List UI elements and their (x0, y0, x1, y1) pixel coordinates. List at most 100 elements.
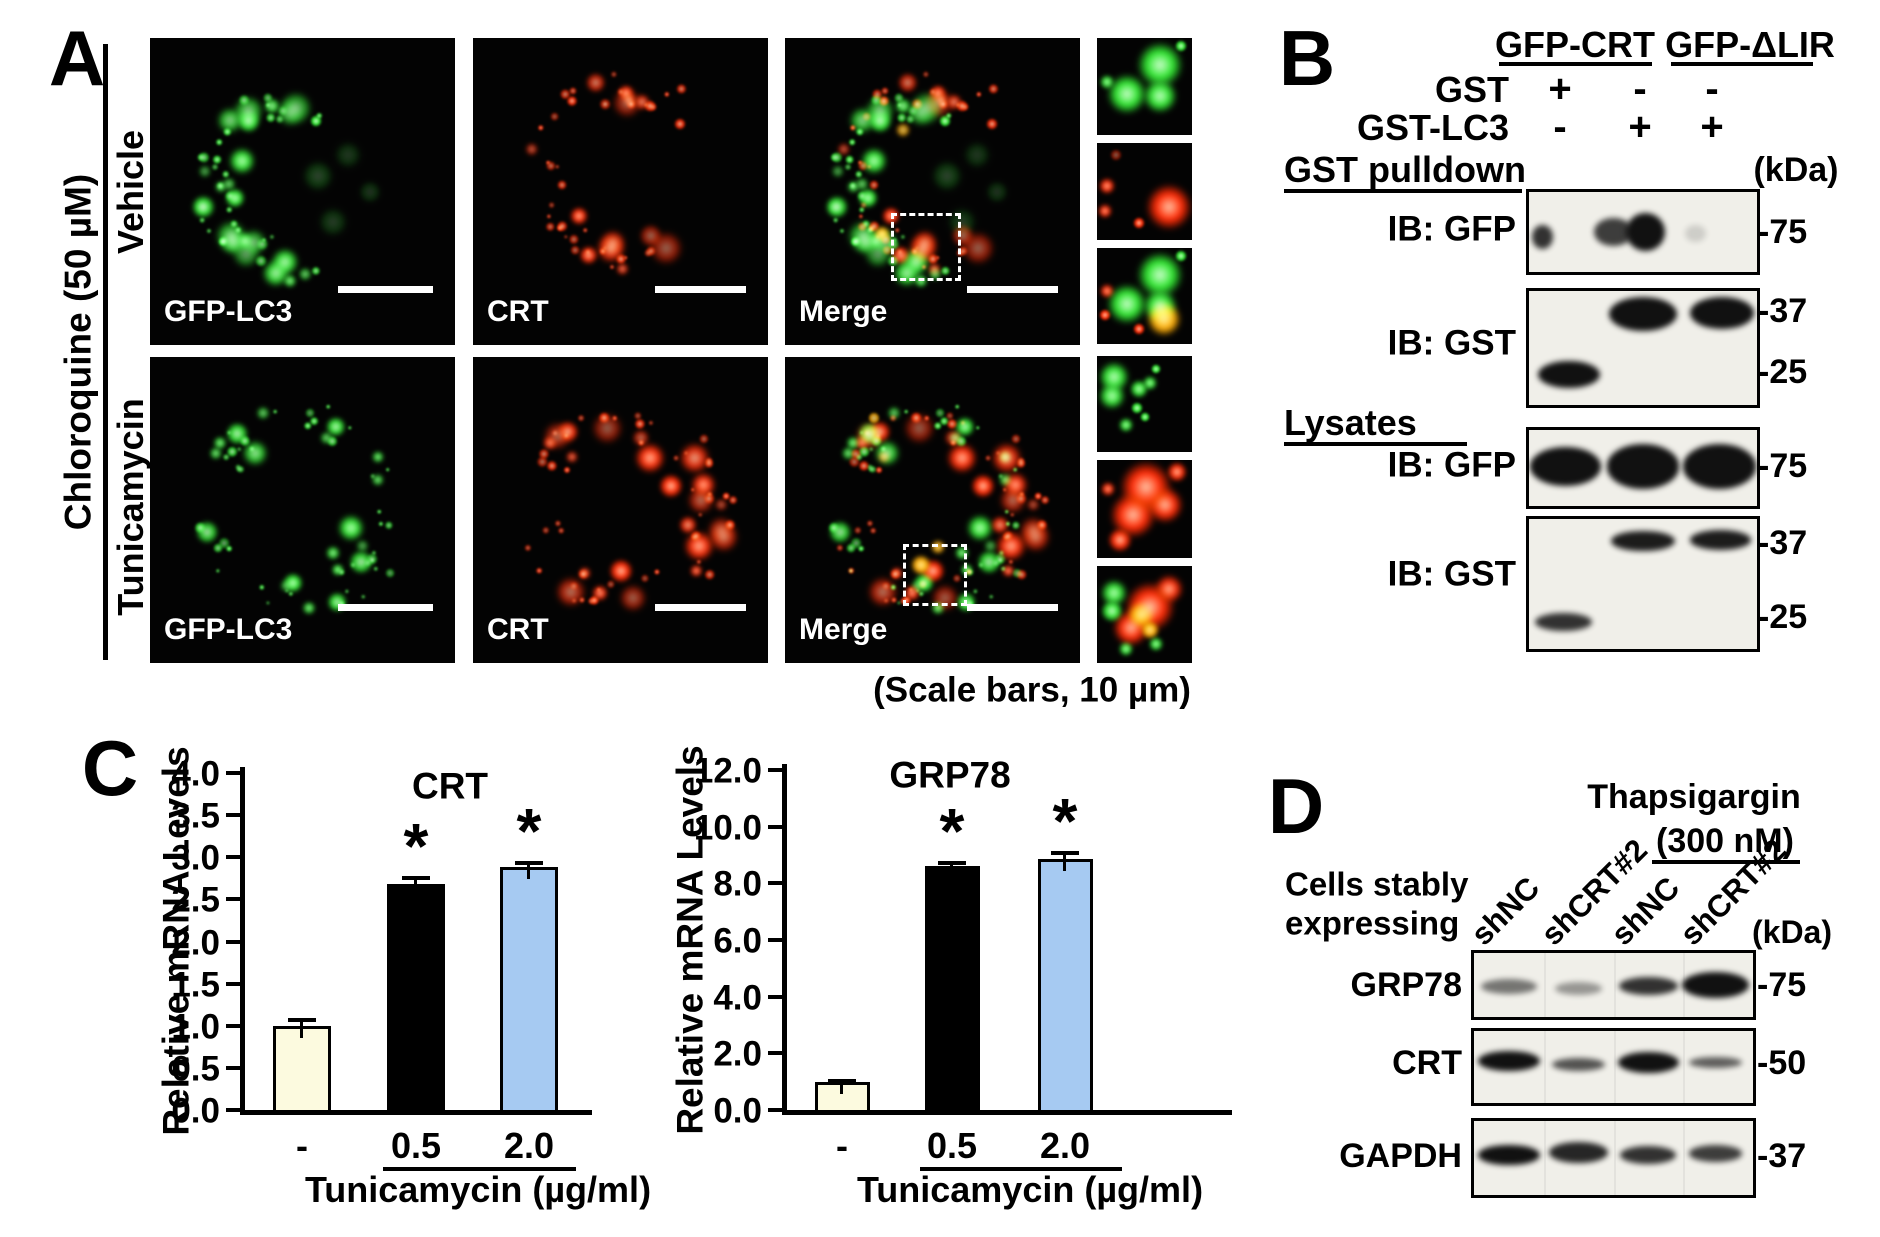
fluorescence-punctum (1010, 434, 1021, 445)
fluorescence-punctum (950, 223, 975, 248)
fluorescence-punctum (994, 553, 1006, 565)
y-tick-label: 10.0 (693, 808, 762, 848)
inset-vehicle-gfp (1097, 38, 1192, 135)
fluorescence-punctum (830, 153, 839, 161)
error-bar-cap (288, 1018, 316, 1023)
panel-b-blot-label: IB: GFP (1387, 209, 1516, 249)
fluorescence-punctum (311, 266, 321, 276)
fluorescence-punctum (309, 416, 319, 426)
fluorescence-punctum (199, 217, 206, 223)
fluorescence-punctum (825, 195, 849, 219)
kda-marker: -37 (1757, 1137, 1807, 1175)
fluorescence-punctum (256, 407, 270, 420)
western-blot-band (1554, 981, 1603, 995)
fluorescence-punctum (225, 187, 246, 208)
channel-label: GFP-LC3 (164, 613, 293, 646)
fluorescence-punctum (944, 429, 962, 447)
y-tick-label: 1.5 (171, 965, 220, 1005)
x-category-label: 2.0 (503, 1125, 555, 1166)
fluorescence-punctum (837, 143, 851, 156)
fluorescence-punctum (867, 463, 874, 470)
fluorescence-punctum (338, 515, 365, 542)
fluorescence-punctum (542, 435, 557, 450)
fluorescence-punctum (960, 420, 966, 426)
fluorescence-punctum (857, 160, 868, 171)
western-blot-band (1478, 1144, 1540, 1166)
bar-2.0 (1037, 859, 1093, 1113)
fluorescence-punctum (1118, 418, 1133, 433)
panel-b-blot-ib-gfp (1526, 427, 1760, 509)
fluorescence-punctum (228, 147, 255, 174)
fluorescence-punctum (867, 576, 899, 607)
fluorescence-punctum (337, 599, 346, 608)
fluorescence-punctum (326, 545, 340, 560)
fluorescence-punctum (928, 262, 941, 276)
fluorescence-punctum (858, 545, 865, 553)
fluorescence-punctum (230, 219, 239, 228)
panel-d-blot-grp78 (1471, 950, 1756, 1020)
fluorescence-punctum (371, 550, 377, 556)
chart-title: CRT (411, 765, 489, 807)
fluorescence-punctum (236, 108, 261, 133)
fluorescence-punctum (568, 234, 579, 245)
panel-b-group-header-gfp-dlir: GFP-ΔLIR (1665, 24, 1835, 65)
fluorescence-punctum (546, 214, 552, 219)
y-tick (768, 1051, 782, 1056)
error-bar-line (300, 1018, 303, 1038)
fluorescence-punctum (535, 567, 543, 574)
fluorescence-punctum (591, 584, 608, 601)
significance-asterisk: * (1052, 784, 1078, 857)
fluorescence-punctum (858, 460, 870, 472)
fluorescence-punctum (931, 584, 959, 612)
fluorescence-punctum (862, 219, 871, 228)
panel-d-blot-label: GAPDH (1339, 1137, 1462, 1175)
fluorescence-punctum (930, 85, 947, 102)
scale-bar (654, 604, 746, 611)
fluorescence-punctum (325, 416, 347, 438)
fluorescence-punctum (1107, 283, 1148, 324)
fluorescence-punctum (1026, 498, 1040, 511)
lane-separator (1543, 1121, 1546, 1195)
fluorescence-punctum (850, 537, 863, 550)
fluorescence-punctum (206, 227, 212, 234)
fluorescence-punctum (279, 91, 313, 125)
lane-separator (1683, 1121, 1686, 1195)
fluorescence-punctum (966, 515, 993, 542)
inset-tunicamycin-gfp (1097, 356, 1192, 452)
y-tick (226, 939, 240, 944)
fluorescence-punctum (1009, 512, 1015, 518)
fluorescence-punctum (565, 451, 578, 464)
fluorescence-punctum (868, 108, 893, 133)
fluorescence-punctum (947, 442, 977, 473)
fluorescence-punctum (584, 248, 591, 255)
fluorescence-punctum (868, 446, 874, 452)
fluorescence-punctum (570, 207, 589, 226)
fluorescence-punctum (578, 569, 588, 579)
fluorescence-punctum (634, 418, 646, 430)
inset-tunicamycin-merge (1097, 566, 1192, 663)
fluorescence-punctum (373, 566, 379, 572)
channel-label: Merge (799, 295, 888, 328)
y-tick (768, 768, 782, 772)
panel-b-label: B (1278, 14, 1336, 102)
fluorescence-punctum (932, 161, 963, 192)
western-blot-band (1478, 1051, 1540, 1072)
y-tick (226, 855, 240, 860)
fluorescence-punctum (877, 451, 890, 464)
panel-b-blot-ib-gst (1526, 516, 1760, 652)
western-blot-band (1685, 224, 1706, 243)
fluorescence-punctum (358, 180, 381, 203)
condition-symbol: - (1705, 67, 1719, 111)
group-underline (1671, 62, 1813, 66)
western-blot-band (1532, 224, 1553, 249)
fluorescence-punctum (900, 234, 906, 240)
error-bar-line (950, 860, 953, 879)
y-tick (768, 938, 782, 942)
condition-symbol: - (1553, 105, 1567, 149)
y-tick-label: 2.5 (171, 880, 220, 920)
panel-b-kda-label: (kDa) (1753, 151, 1839, 189)
significance-asterisk: * (516, 794, 542, 867)
fluorescence-punctum (1015, 568, 1028, 581)
fluorescence-punctum (1147, 487, 1184, 524)
fluorescence-punctum (538, 448, 550, 460)
